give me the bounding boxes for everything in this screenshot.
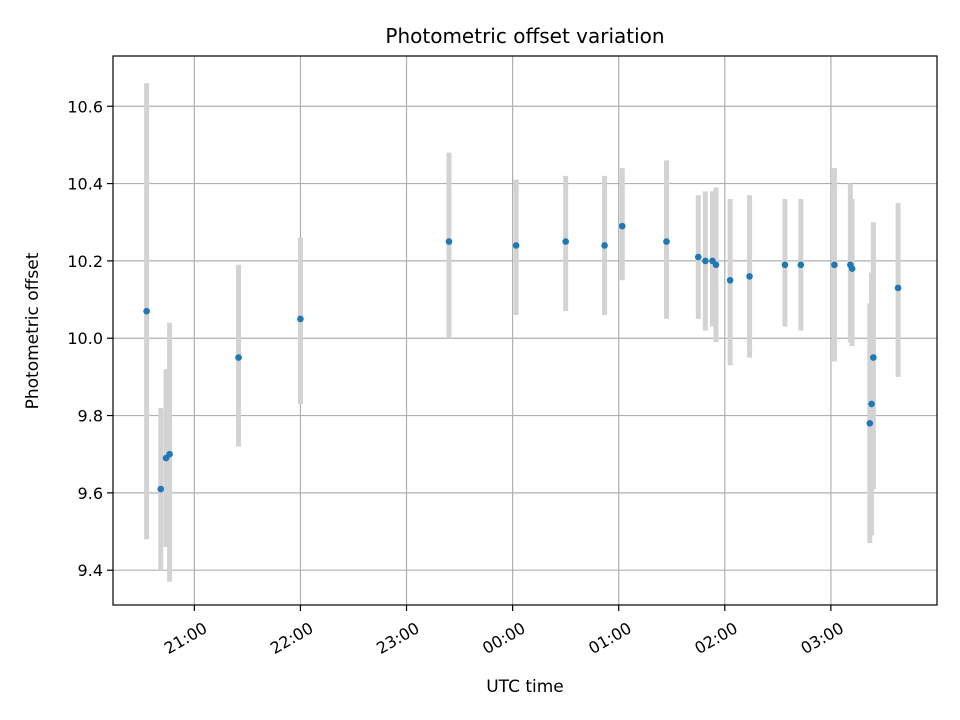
data-point xyxy=(166,450,173,458)
data-point xyxy=(143,307,150,315)
y-tick-label: 10.2 xyxy=(67,252,103,271)
data-point xyxy=(618,222,626,230)
data-point xyxy=(297,315,304,323)
data-point xyxy=(868,400,875,408)
y-tick-layer: 9.4 9.6 9.8 10.0 10.2 10.4 10.6 xyxy=(67,97,113,580)
data-point xyxy=(512,242,520,249)
y-tick-label: 9.8 xyxy=(78,407,103,426)
data-point xyxy=(601,242,608,249)
data-point xyxy=(866,419,874,427)
data-point xyxy=(562,238,569,245)
data-point xyxy=(702,257,709,265)
data-point xyxy=(235,354,242,361)
data-point xyxy=(894,284,902,292)
data-point xyxy=(831,261,838,269)
data-point xyxy=(663,238,670,245)
plot-frame xyxy=(112,55,938,606)
chart-title: Photometric offset variation xyxy=(385,24,664,48)
y-axis-label: Photometric offset xyxy=(23,252,43,409)
grid-layer xyxy=(113,56,937,605)
data-point xyxy=(870,354,877,361)
data-point xyxy=(797,261,805,269)
y-tick-label: 9.6 xyxy=(78,484,103,503)
data-point xyxy=(712,261,720,269)
y-tick-label: 10.6 xyxy=(67,97,103,116)
data-point xyxy=(157,485,165,493)
y-tick-label: 9.4 xyxy=(78,561,103,580)
data-point xyxy=(445,238,453,245)
data-point xyxy=(848,265,856,272)
y-tick-label: 10.4 xyxy=(67,175,103,194)
data-point xyxy=(694,253,702,261)
data-point xyxy=(781,261,789,269)
point-layer xyxy=(143,222,902,493)
y-tick-label: 10.0 xyxy=(67,329,103,348)
data-point xyxy=(746,273,753,280)
data-point xyxy=(726,276,734,284)
x-axis-label: UTC time xyxy=(486,677,564,697)
